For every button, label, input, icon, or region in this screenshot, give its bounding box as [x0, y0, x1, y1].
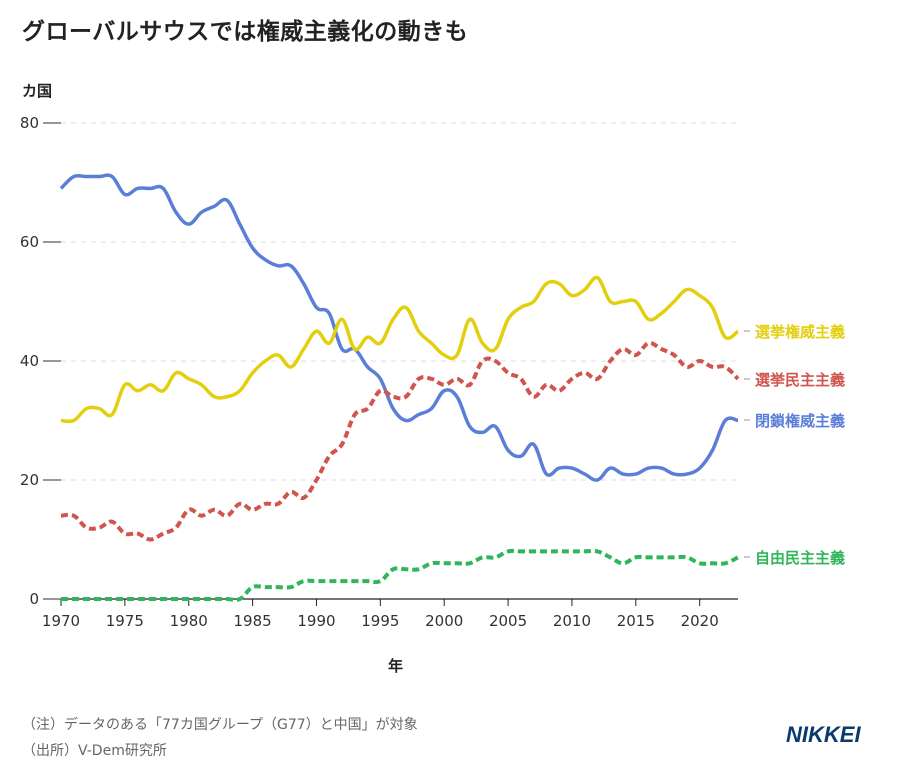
y-tick-label: 20	[20, 471, 39, 489]
y-tick-label: 80	[20, 114, 39, 132]
chart-title: グローバルサウスでは権威主義化の動きも	[22, 19, 469, 45]
x-tick-label: 2015	[617, 612, 655, 630]
y-tick-label: 40	[20, 352, 39, 370]
y-axis-unit-label: カ国	[22, 82, 53, 100]
y-tick-label: 60	[20, 233, 39, 251]
source-note: （出所）V-Dem研究所	[22, 743, 167, 759]
x-tick-label: 1985	[234, 612, 272, 630]
series-line-3	[61, 548, 739, 602]
x-tick-label: 2005	[489, 612, 527, 630]
series-line-0	[60, 275, 740, 424]
series-line-1	[60, 341, 740, 542]
gridlines	[61, 122, 738, 481]
x-tick-label: 1980	[170, 612, 208, 630]
x-tick-label: 1970	[42, 612, 80, 630]
y-axis: 0 20 40 60 80	[20, 114, 61, 608]
x-axis: 1970 1975 1980 1985 1990 1995 2000 2005 2010 2015…	[42, 598, 738, 630]
line-chart: 0 20 40 60 80 1970 1975 1980 1985 1990 1995 2000 20…	[20, 114, 845, 630]
series-label: 選挙民主主義	[755, 371, 845, 389]
series-line-2	[59, 173, 739, 482]
series-label: 閉鎖権威主義	[755, 412, 845, 430]
nikkei-logo: NIKKEI	[786, 722, 861, 747]
x-tick-label: 2000	[425, 612, 463, 630]
x-tick-label: 1975	[106, 612, 144, 630]
x-axis-label: 年	[388, 657, 404, 675]
y-tick-label: 0	[29, 590, 39, 608]
series-label: 選挙権威主義	[755, 323, 845, 341]
x-tick-label: 1990	[297, 612, 335, 630]
x-tick-label: 2010	[553, 612, 591, 630]
series-lines	[59, 173, 740, 602]
x-tick-label: 1995	[361, 612, 399, 630]
footnote: （注）データのある「77カ国グループ（G77）と中国」が対象	[22, 717, 418, 733]
series-label: 自由民主主義	[755, 549, 845, 567]
x-tick-label: 2020	[681, 612, 719, 630]
